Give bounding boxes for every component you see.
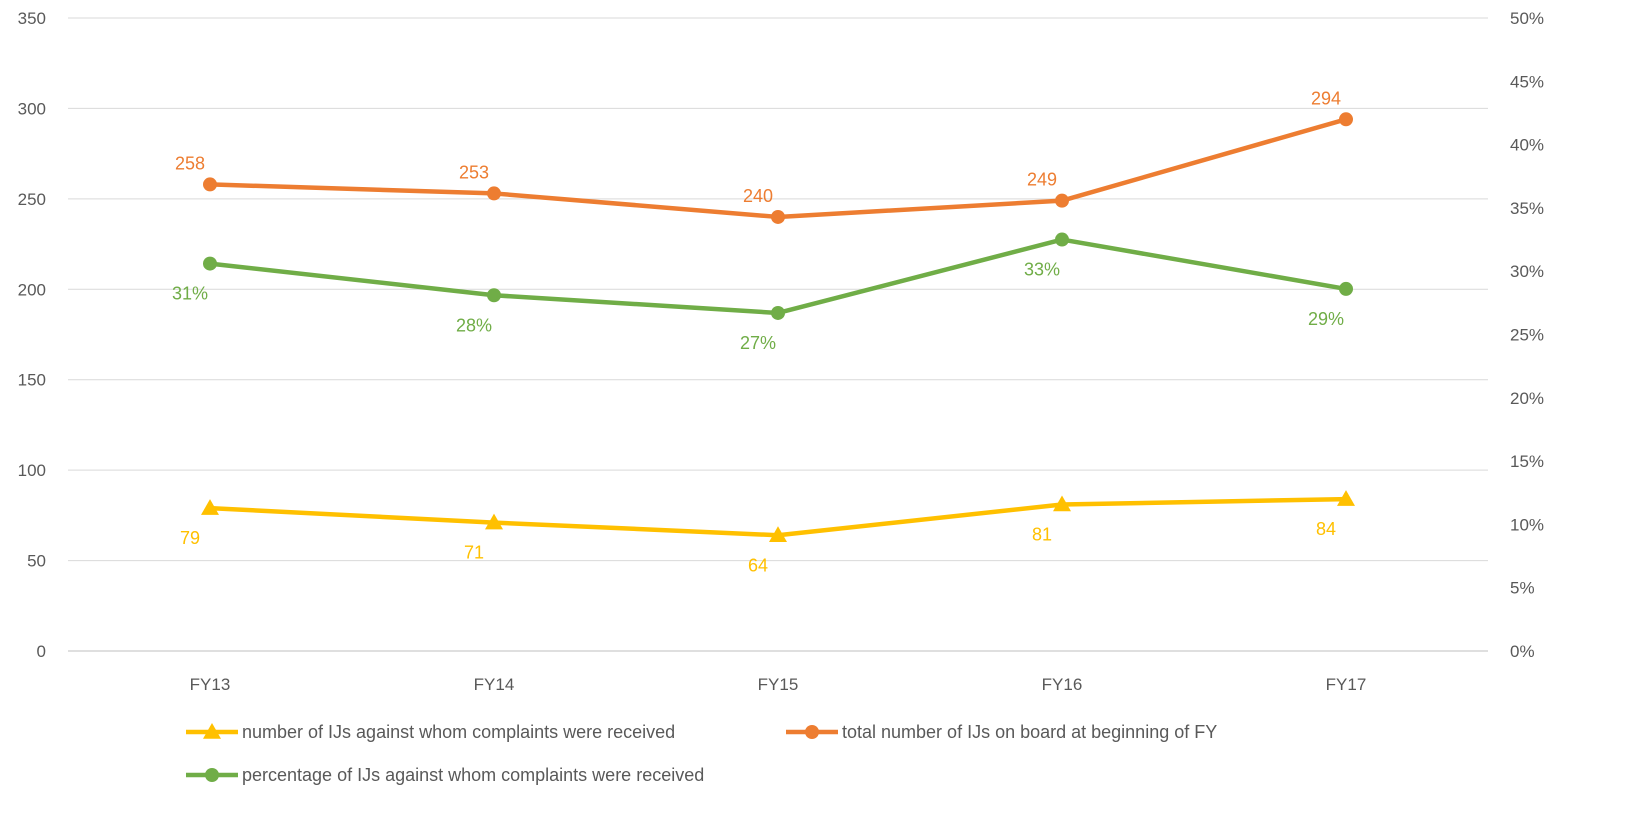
data-label: 27% [740,333,776,353]
data-label: 240 [743,186,773,206]
legend-label: total number of IJs on board at beginnin… [842,722,1217,742]
data-point [771,209,785,224]
x-tick-label: FY17 [1326,675,1367,694]
data-point [805,725,819,739]
data-point [771,305,785,320]
y-left-tick-label: 150 [18,371,46,390]
data-label: 79 [180,528,200,548]
legend-label: number of IJs against whom complaints we… [242,722,675,742]
y-right-tick-label: 20% [1510,389,1544,408]
y-right-tick-label: 35% [1510,199,1544,218]
legend-item: total number of IJs on board at beginnin… [786,722,1217,742]
grid-layer [68,17,1488,652]
series-1: 79 71 64 81 84 [180,490,1355,575]
x-tick-label: FY15 [758,675,799,694]
data-point [203,256,217,271]
data-point [201,499,219,515]
y-right-tick-label: 40% [1510,136,1544,155]
data-label: 294 [1311,88,1341,108]
data-point [203,177,217,192]
y-left-tick-label: 250 [18,190,46,209]
x-tick-label: FY13 [190,675,231,694]
data-label: 84 [1316,519,1336,539]
x-tick-label: FY16 [1042,675,1083,694]
x-axis: FY13 FY14 FY15 FY16 FY17 [190,675,1367,694]
y-left-tick-label: 300 [18,99,46,118]
y-right-tick-label: 25% [1510,326,1544,345]
y-left-tick-label: 200 [18,280,46,299]
data-point [1055,232,1069,247]
y-left-tick-label: 50 [27,552,46,571]
data-point [485,513,503,530]
y-right-tick-label: 0% [1510,642,1535,661]
y-left-tick-label: 0 [37,642,46,661]
series-line [207,117,1349,220]
data-label: 81 [1032,525,1052,545]
left-axis: 0 50 100 150 200 250 300 350 [18,9,46,661]
legend-item: percentage of IJs against whom complaint… [186,765,704,785]
data-point [1337,490,1355,506]
y-right-tick-label: 30% [1510,262,1544,281]
series-3: 31% 28% 27% 33% 29% [172,232,1353,353]
legend-item: number of IJs against whom complaints we… [186,722,675,742]
data-label: 258 [175,153,205,173]
data-point [205,768,219,782]
series-line [207,237,1349,316]
legend-label: percentage of IJs against whom complaint… [242,765,704,785]
y-left-tick-label: 100 [18,461,46,480]
data-label: 29% [1308,309,1344,329]
data-label: 31% [172,284,208,304]
data-point [769,526,787,543]
data-point [1053,495,1071,512]
y-right-tick-label: 5% [1510,579,1535,598]
y-right-tick-label: 10% [1510,515,1544,534]
y-right-tick-label: 15% [1510,452,1544,471]
legend: number of IJs against whom complaints we… [186,722,1217,785]
data-label: 64 [748,555,768,575]
series-layer: 79 71 64 81 84 258 253 240 249 294 31% 28% 27% 33% 29% [172,88,1355,575]
data-point [1339,281,1353,296]
data-label: 253 [459,162,489,182]
data-label: 71 [464,543,484,563]
y-left-tick-label: 350 [18,9,46,28]
data-point [487,186,501,201]
x-tick-label: FY14 [474,675,515,694]
data-label: 33% [1024,260,1060,280]
data-point [487,288,501,303]
y-right-tick-label: 45% [1510,72,1544,91]
series-2: 258 253 240 249 294 [175,88,1353,224]
data-point [1055,193,1069,208]
y-right-tick-label: 50% [1510,9,1544,28]
data-label: 249 [1027,170,1057,190]
data-point [203,723,221,739]
data-label: 28% [456,315,492,335]
right-axis: 0% 5% 10% 15% 20% 25% 30% 35% 40% 45% 50% [1510,9,1544,661]
data-point [1339,112,1353,127]
